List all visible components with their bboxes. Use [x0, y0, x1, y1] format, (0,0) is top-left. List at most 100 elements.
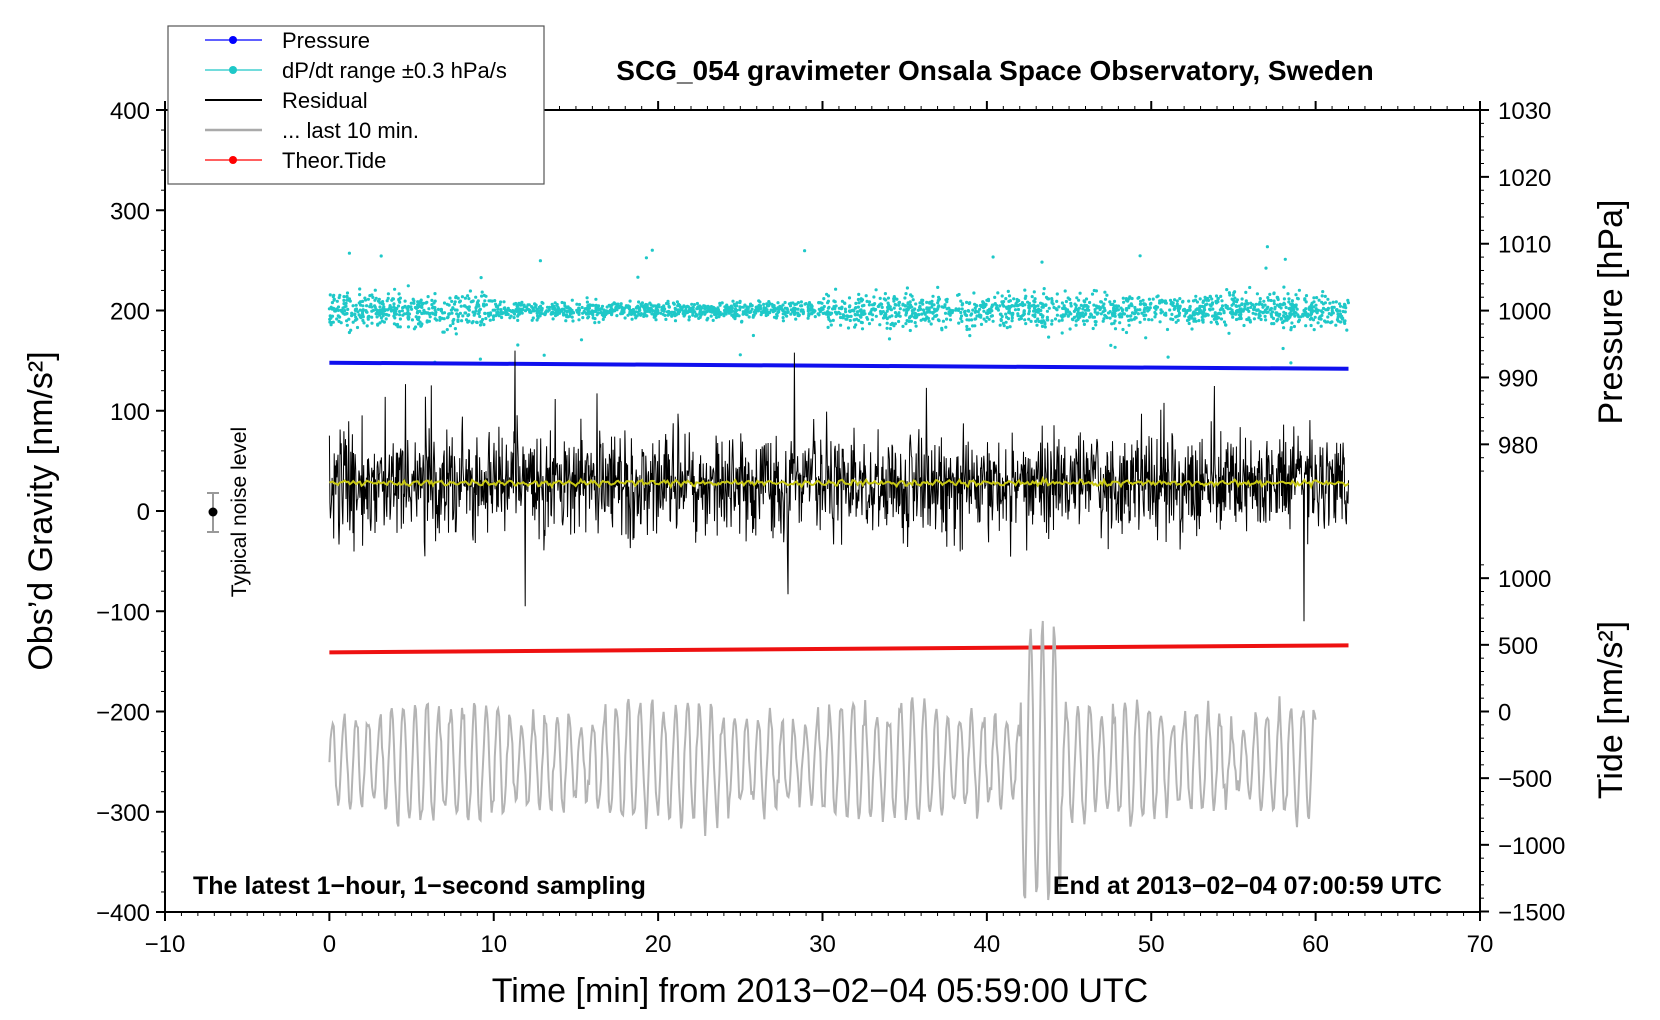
dpdt-point [1168, 308, 1172, 312]
dpdt-point [1290, 308, 1294, 312]
dpdt-point [871, 307, 875, 311]
dpdt-point [986, 297, 991, 301]
dpdt-point [898, 307, 902, 311]
dpdt-point [396, 325, 400, 329]
dpdt-point [778, 306, 782, 310]
dpdt-point [398, 313, 402, 317]
dpdt-point [1254, 312, 1258, 316]
dpdt-point [1330, 305, 1334, 309]
dpdt-point [1113, 327, 1118, 331]
dpdt-point [914, 302, 918, 306]
dpdt-point [1153, 310, 1157, 315]
dpdt-point [333, 309, 337, 313]
dpdt-point [928, 310, 933, 314]
dpdt-point [1318, 317, 1322, 321]
dpdt-point [1259, 317, 1263, 322]
dpdt-point [1237, 304, 1241, 308]
dpdt-point [1072, 309, 1076, 313]
dpdt-point [1033, 297, 1037, 301]
dpdt-point [503, 308, 508, 312]
dpdt-point [897, 303, 901, 307]
dpdt-point [1144, 303, 1148, 307]
dpdt-point [970, 318, 974, 322]
dpdt-point [860, 327, 865, 331]
dpdt-point [1286, 292, 1290, 296]
dpdt-point [406, 325, 411, 329]
dpdt-point [516, 318, 520, 322]
dpdt-point [416, 300, 420, 304]
dpdt-point [1005, 326, 1009, 330]
dpdt-point [821, 311, 825, 315]
dpdt-point [738, 299, 742, 303]
dpdt-point [1084, 297, 1089, 301]
dpdt-point [412, 301, 416, 305]
dpdt-point [1117, 313, 1121, 317]
dpdt-point [1092, 315, 1096, 319]
dpdt-point [1015, 304, 1019, 308]
dpdt-point [1246, 318, 1250, 322]
dpdt-point [463, 304, 467, 308]
dpdt-point [1264, 318, 1268, 322]
dpdt-point [425, 319, 429, 323]
pressure-axis-title: Pressure [hPa] [1592, 200, 1630, 425]
dpdt-point [1128, 295, 1132, 299]
dpdt-point [1252, 317, 1256, 321]
dpdt-point [1085, 307, 1090, 311]
dpdt-point [392, 302, 396, 306]
dpdt-point [1323, 301, 1327, 305]
dpdt-point [1017, 317, 1021, 321]
dpdt-point [810, 312, 814, 316]
dpdt-point [562, 301, 567, 305]
dpdt-point [340, 309, 344, 313]
dpdt-point [354, 315, 358, 319]
dpdt-point [1227, 331, 1231, 335]
dpdt-point [1165, 327, 1170, 332]
dpdt-point [577, 318, 581, 322]
dpdt-point [681, 312, 685, 316]
dpdt-point [475, 320, 479, 324]
dpdt-point [826, 306, 831, 310]
legend: Pressure dP/dt range ±0.3 hPa/s Residual..… [167, 25, 545, 185]
dpdt-point [904, 292, 908, 296]
dpdt-point [345, 298, 349, 302]
dpdt-point [581, 311, 585, 315]
pressure-tick-label: 1030 [1498, 98, 1551, 125]
dpdt-point [1193, 298, 1198, 302]
dpdt-point [886, 301, 890, 305]
dpdt-point [692, 303, 697, 307]
dpdt-point [1143, 307, 1147, 311]
dpdt-point [343, 305, 347, 309]
pressure-tick-label: 1020 [1498, 165, 1551, 192]
dpdt-point [366, 316, 370, 320]
dpdt-point [1055, 308, 1059, 312]
dpdt-point [1136, 296, 1140, 300]
dpdt-point [807, 312, 811, 316]
dpdt-point [1130, 296, 1134, 301]
dpdt-point [414, 325, 418, 329]
dpdt-point [531, 309, 536, 313]
dpdt-point [1272, 302, 1276, 306]
dpdt-point [1023, 318, 1027, 322]
y-axis-ticks: −400 −300 −200 −100 0 100 200 300 400 [96, 98, 165, 927]
dpdt-point [1263, 303, 1267, 307]
dpdt-point [870, 318, 874, 322]
sampling-note: The latest 1−hour, 1−second sampling [193, 872, 646, 900]
dpdt-point [1005, 306, 1009, 310]
dpdt-point [824, 312, 828, 316]
dpdt-point [687, 318, 691, 322]
dpdt-point [1310, 307, 1314, 311]
dpdt-point [1342, 320, 1346, 324]
dpdt-point [361, 299, 365, 303]
dpdt-point [1004, 320, 1008, 324]
y-tick-label: 0 [137, 499, 150, 526]
dpdt-point [1099, 312, 1103, 316]
dpdt-point [385, 313, 389, 317]
dpdt-point [991, 255, 995, 259]
dpdt-point [1327, 312, 1331, 316]
dpdt-point [331, 295, 335, 299]
dpdt-point [1008, 299, 1013, 303]
dpdt-point [671, 301, 676, 305]
dpdt-point [1338, 309, 1342, 313]
dpdt-point [1320, 294, 1324, 298]
dpdt-point [948, 313, 952, 317]
